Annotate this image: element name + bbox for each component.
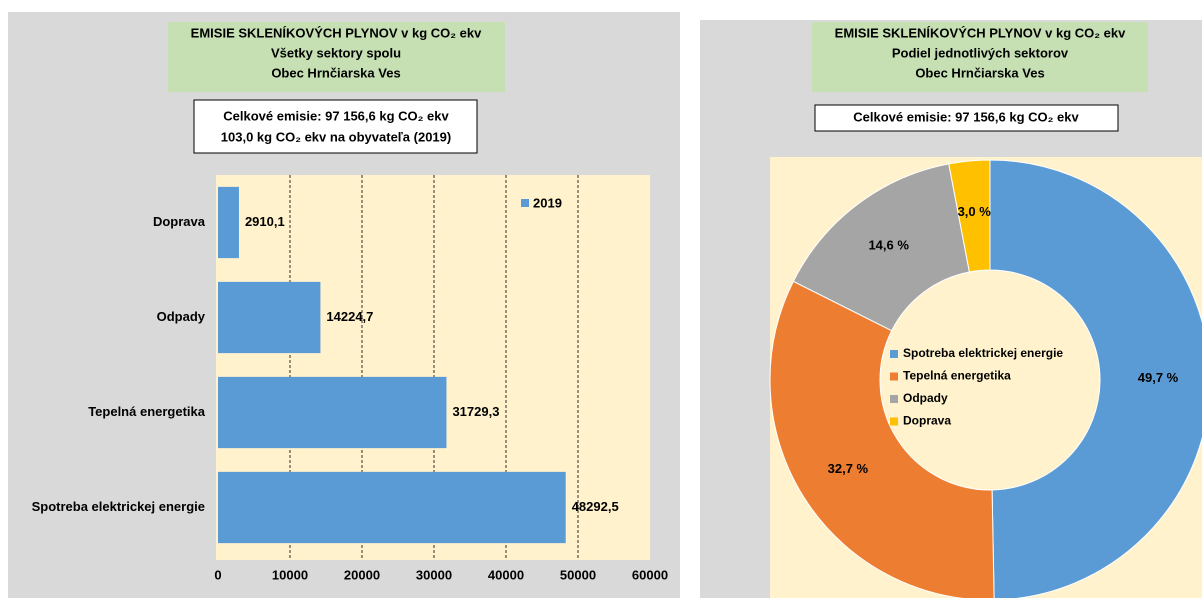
annotation: Celkové emisie: 97 156,6 kg CO₂ ekv — [223, 108, 449, 123]
y-tick-label: Doprava — [153, 214, 206, 229]
data-label: 31729,3 — [452, 404, 499, 419]
x-tick-label: 60000 — [632, 567, 668, 582]
legend-swatch — [890, 417, 898, 426]
chart-title: EMISIE SKLENÍKOVÝCH PLYNOV v kg CO₂ ekv — [835, 25, 1126, 40]
x-tick-label: 10000 — [272, 567, 308, 582]
legend-label: 2019 — [533, 195, 562, 210]
legend-label: Doprava — [903, 414, 951, 428]
bar — [218, 471, 566, 544]
annotation-box — [193, 99, 478, 154]
slice — [948, 159, 991, 273]
y-tick-label: Tepelná energetika — [88, 404, 206, 419]
slice — [989, 159, 1202, 598]
data-label: 32,7 % — [828, 461, 869, 476]
y-tick-label: Odpady — [157, 309, 206, 324]
x-tick-label: 0 — [214, 567, 221, 582]
x-tick-label: 40000 — [488, 567, 524, 582]
data-label: 48292,5 — [572, 499, 619, 514]
legend-label: Spotreba elektrickej energie — [903, 346, 1063, 360]
slice — [792, 163, 970, 332]
legend-swatch — [890, 395, 898, 403]
legend-swatch — [890, 372, 898, 381]
y-tick-label: Spotreba elektrickej energie — [32, 499, 205, 514]
annotation: Celkové emisie: 97 156,6 kg CO₂ ekv — [853, 109, 1079, 124]
annotation: 103,0 kg CO₂ ekv na obyvateľa (2019) — [221, 129, 451, 144]
title-box — [168, 22, 505, 92]
data-label: 49,7 % — [1138, 370, 1179, 385]
x-tick-label: 30000 — [416, 567, 452, 582]
data-label: 2910,1 — [245, 214, 285, 229]
title-box — [812, 22, 1148, 92]
data-label: 3,0 % — [958, 204, 992, 219]
data-label: 14224,7 — [326, 309, 373, 324]
legend-label: Tepelná energetika — [903, 369, 1011, 383]
bar — [218, 281, 321, 354]
data-label: 14,6 % — [868, 237, 909, 252]
annotation-box — [814, 104, 1119, 132]
chart-title: Podiel jednotlivých sektorov — [892, 45, 1069, 60]
slice — [769, 280, 995, 598]
x-tick-label: 20000 — [344, 567, 380, 582]
legend-swatch — [890, 350, 898, 358]
bar — [218, 376, 447, 449]
chart-title: Všetky sektory spolu — [271, 45, 401, 60]
bar — [218, 186, 239, 259]
legend-label: Odpady — [903, 391, 948, 405]
x-tick-label: 50000 — [560, 567, 596, 582]
chart-title: Obec Hrnčiarska Ves — [271, 65, 400, 80]
legend-swatch — [521, 199, 529, 207]
chart-title: EMISIE SKLENÍKOVÝCH PLYNOV v kg CO₂ ekv — [191, 25, 482, 40]
chart-title: Obec Hrnčiarska Ves — [915, 65, 1044, 80]
